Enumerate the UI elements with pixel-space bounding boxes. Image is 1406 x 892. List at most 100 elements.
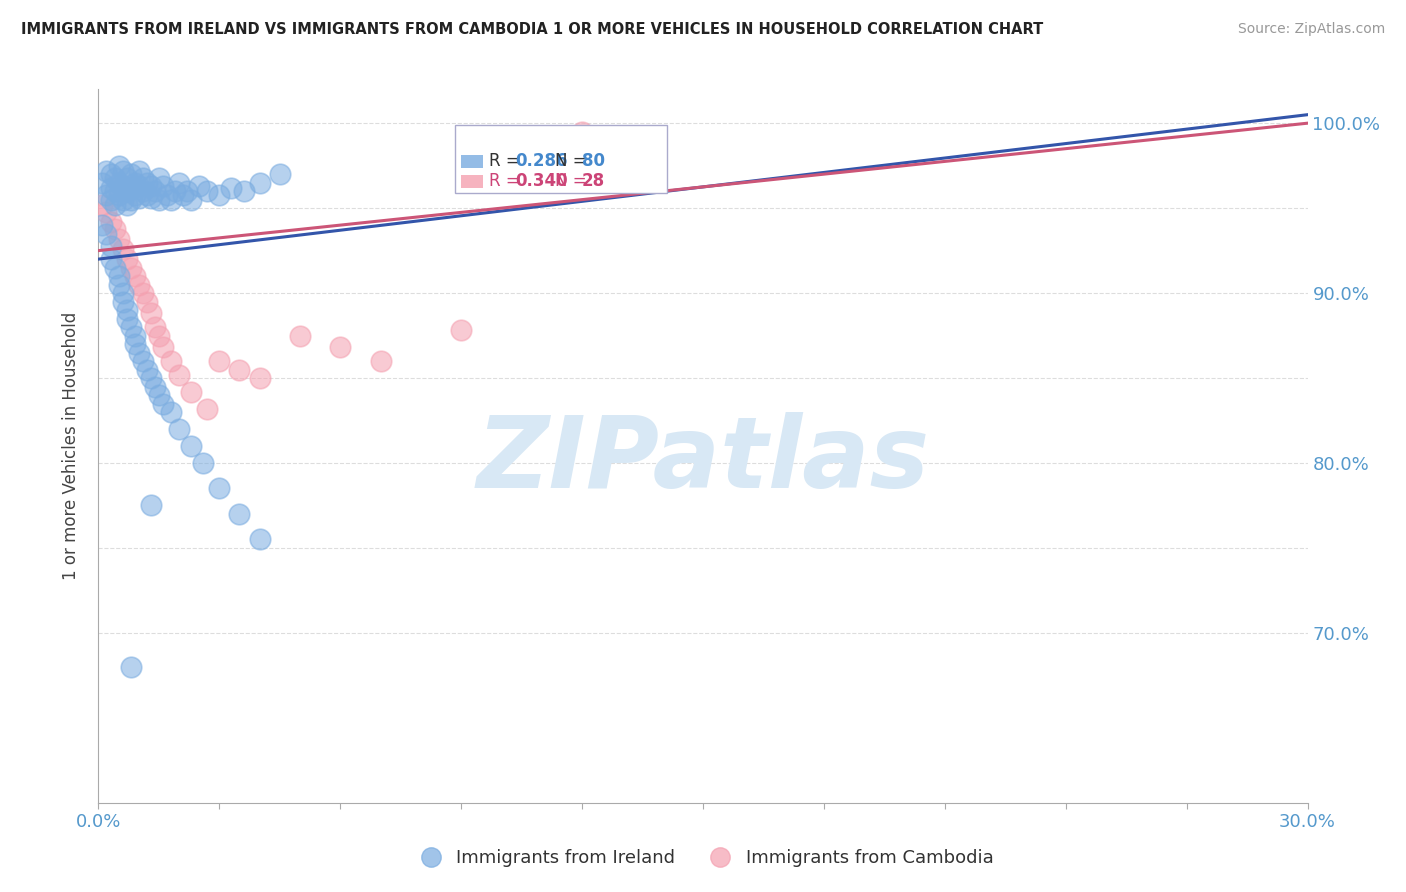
Point: [180, 384, 202, 399]
Point: [103, 198, 125, 212]
Point: [91, 198, 114, 212]
Point: [148, 388, 170, 402]
Point: [128, 277, 150, 292]
Point: [100, 167, 122, 181]
Point: [167, 422, 190, 436]
Text: Source: ZipAtlas.com: Source: ZipAtlas.com: [1237, 22, 1385, 37]
Point: [228, 362, 250, 376]
Point: [115, 184, 138, 198]
Point: [107, 232, 129, 246]
Point: [228, 507, 250, 521]
Point: [107, 277, 129, 292]
Point: [107, 176, 129, 190]
Point: [96, 187, 118, 202]
Point: [208, 482, 231, 496]
Point: [135, 176, 157, 190]
Point: [180, 193, 202, 207]
Point: [124, 328, 146, 343]
Point: [143, 184, 166, 198]
Point: [103, 260, 125, 275]
Point: [120, 660, 142, 674]
Point: [100, 252, 122, 266]
Text: 28: 28: [582, 172, 605, 190]
Point: [115, 170, 138, 185]
Point: [208, 187, 231, 202]
Point: [115, 311, 138, 326]
Point: [100, 180, 122, 194]
Point: [111, 163, 134, 178]
Point: [124, 337, 146, 351]
Point: [135, 187, 157, 202]
Point: [208, 354, 231, 368]
Point: [143, 379, 166, 393]
Point: [232, 184, 254, 198]
Point: [188, 179, 211, 194]
Point: [249, 371, 271, 385]
Point: [103, 184, 125, 198]
Point: [120, 193, 142, 207]
Point: [139, 179, 162, 194]
Point: [107, 159, 129, 173]
Point: [139, 191, 162, 205]
Point: [128, 191, 150, 205]
Text: ZIPatlas: ZIPatlas: [477, 412, 929, 508]
Point: [167, 176, 190, 190]
Text: R =: R =: [489, 153, 524, 170]
Point: [143, 320, 166, 334]
Bar: [461, 155, 482, 168]
Point: [111, 294, 134, 309]
Point: [96, 163, 118, 178]
Text: IMMIGRANTS FROM IRELAND VS IMMIGRANTS FROM CAMBODIA 1 OR MORE VEHICLES IN HOUSEH: IMMIGRANTS FROM IRELAND VS IMMIGRANTS FR…: [21, 22, 1043, 37]
Point: [128, 345, 150, 359]
Point: [111, 193, 134, 207]
Point: [180, 439, 202, 453]
Point: [111, 286, 134, 301]
Point: [107, 269, 129, 284]
Point: [167, 368, 190, 382]
Text: 0.340: 0.340: [516, 172, 568, 190]
Point: [128, 163, 150, 178]
Point: [160, 405, 183, 419]
Point: [139, 499, 162, 513]
Point: [193, 456, 215, 470]
Point: [132, 184, 155, 198]
Point: [120, 180, 142, 194]
Point: [160, 193, 183, 207]
Point: [163, 184, 186, 198]
Point: [176, 184, 198, 198]
Point: [91, 176, 114, 190]
Legend: Immigrants from Ireland, Immigrants from Cambodia: Immigrants from Ireland, Immigrants from…: [405, 842, 1001, 874]
Point: [370, 354, 392, 368]
Point: [96, 227, 118, 241]
Point: [148, 170, 170, 185]
Point: [107, 187, 129, 202]
Point: [172, 187, 194, 202]
Text: R =: R =: [489, 172, 524, 190]
Point: [120, 320, 142, 334]
Point: [152, 179, 174, 194]
Point: [195, 184, 218, 198]
Point: [152, 341, 174, 355]
Point: [195, 401, 218, 416]
Point: [221, 180, 243, 194]
Text: 0.286: 0.286: [516, 153, 568, 170]
Point: [91, 218, 114, 232]
Text: 80: 80: [582, 153, 605, 170]
Point: [329, 341, 352, 355]
Point: [115, 252, 138, 266]
Point: [124, 176, 146, 190]
Point: [269, 167, 291, 181]
Point: [132, 354, 155, 368]
Point: [103, 170, 125, 185]
Point: [135, 362, 157, 376]
Point: [450, 323, 472, 337]
Bar: [461, 175, 482, 187]
Point: [139, 371, 162, 385]
Point: [139, 306, 162, 320]
Bar: [456, 125, 666, 193]
Point: [132, 170, 155, 185]
Point: [148, 328, 170, 343]
Point: [96, 204, 118, 219]
Point: [132, 286, 155, 301]
Point: [120, 167, 142, 181]
